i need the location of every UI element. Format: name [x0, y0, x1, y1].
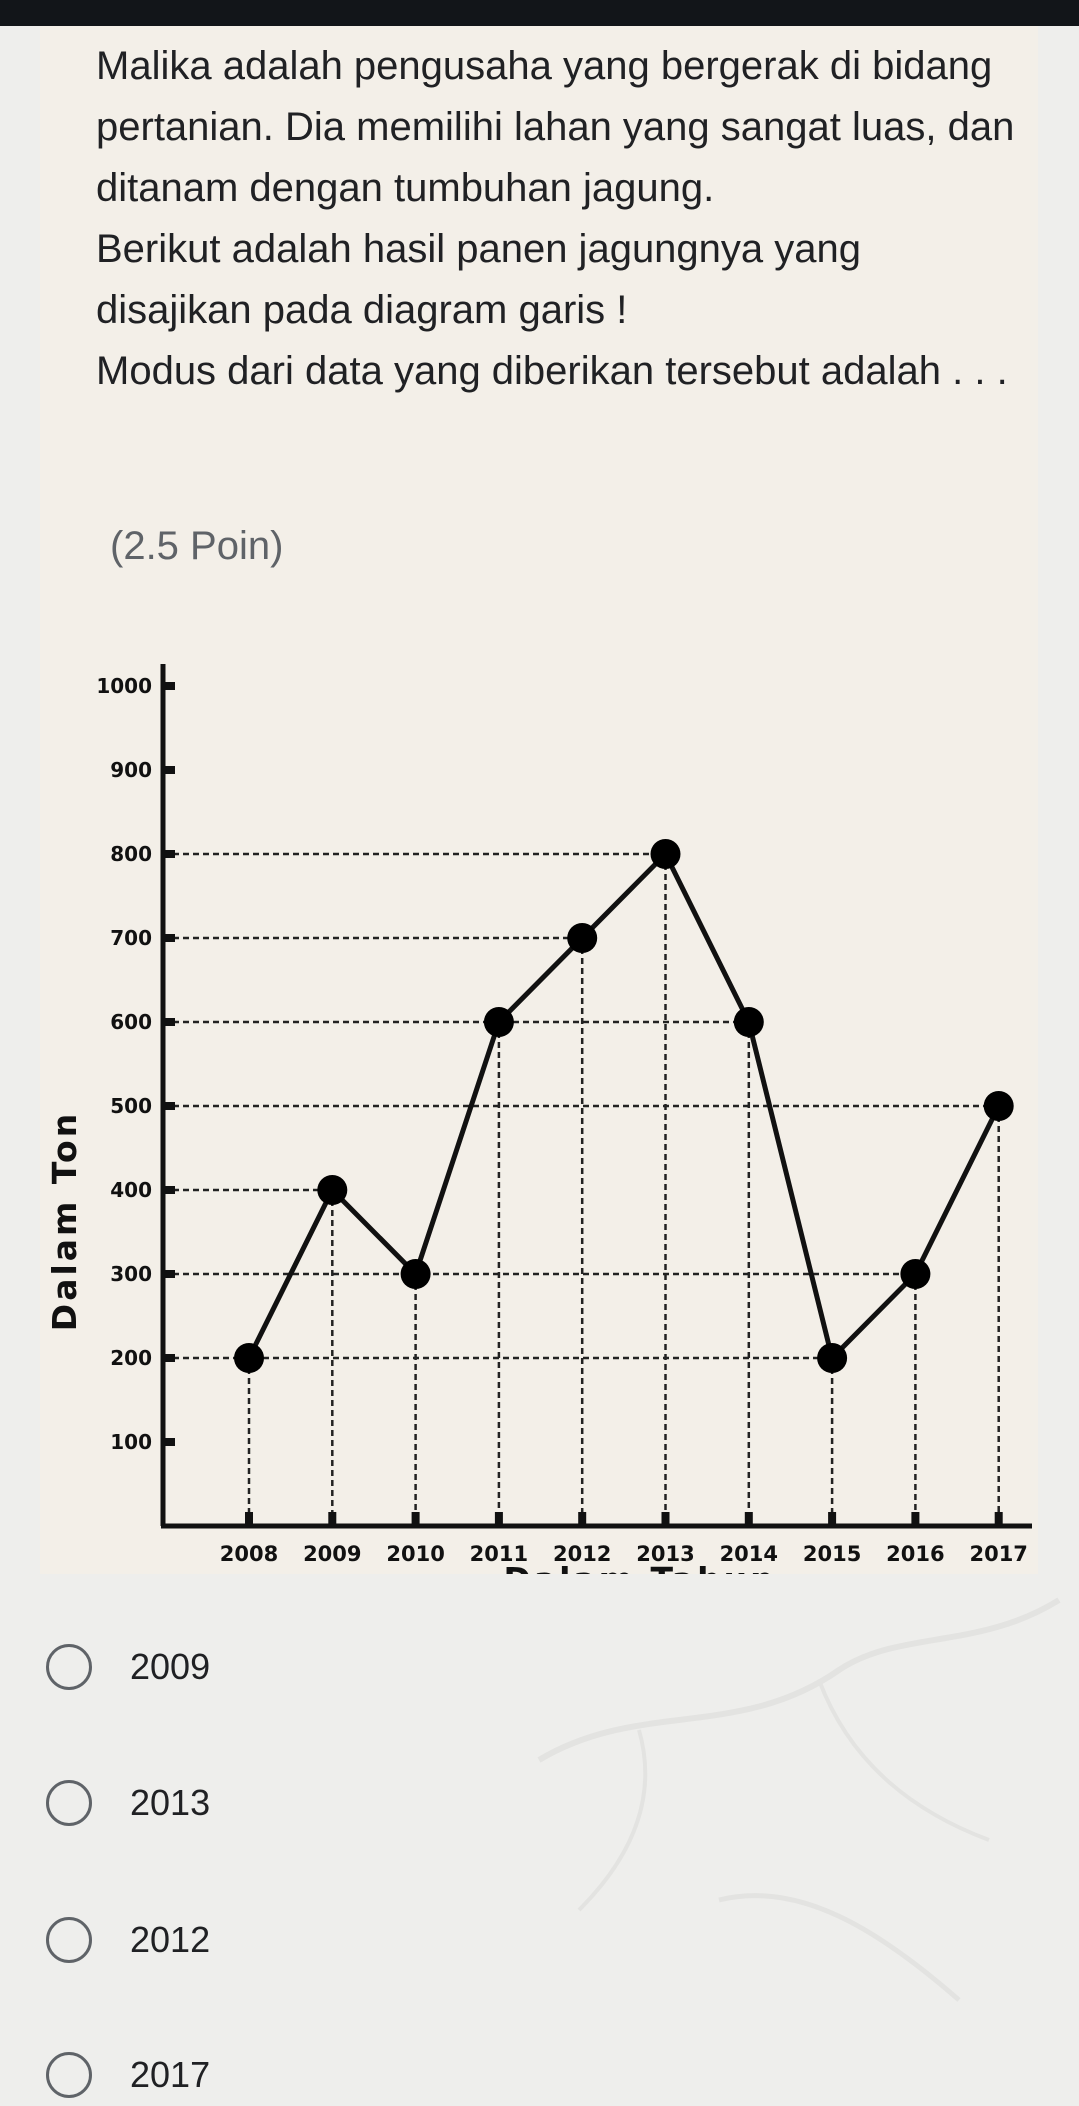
radio-button[interactable]: [46, 1780, 92, 1826]
data-point-2009: [317, 1175, 348, 1205]
y-tick-label: 1000: [96, 674, 152, 698]
x-tick-mark: [245, 1512, 253, 1526]
x-axis-label: Dalam Tahun: [503, 1560, 776, 1574]
y-tick-label: 700: [110, 926, 152, 950]
x-tick-label: 2013: [636, 1542, 694, 1566]
y-tick-mark: [163, 1018, 175, 1026]
points-label: (2.5 Poin): [110, 524, 284, 568]
x-tick-label: 2010: [386, 1542, 444, 1566]
y-tick-mark: [163, 1438, 175, 1446]
question-paragraph-2: Berikut adalah hasil panen jagungnya yan…: [96, 227, 862, 332]
y-tick-mark: [163, 1354, 175, 1362]
data-point-2017: [983, 1091, 1014, 1121]
radio-button[interactable]: [46, 2052, 92, 2098]
x-tick-label: 2015: [803, 1542, 861, 1566]
y-axis-label: Dalam Ton: [45, 1111, 84, 1331]
y-tick-mark: [163, 682, 175, 690]
series-line: [246, 851, 1001, 1361]
y-tick-mark: [163, 934, 175, 942]
background-branch-decoration: [537, 1597, 1061, 2002]
chart-reference-lines: [163, 852, 1000, 1526]
x-tick-mark: [661, 1512, 670, 1526]
x-tick-label: 2009: [303, 1542, 361, 1566]
x-tick-label: 2017: [969, 1542, 1027, 1566]
y-tick-label: 400: [110, 1178, 152, 1202]
x-tick-label: 2008: [220, 1542, 278, 1566]
y-tick-label: 800: [110, 842, 152, 866]
radio-button[interactable]: [46, 1644, 92, 1690]
data-point-2008: [234, 1343, 264, 1373]
data-point-2016: [900, 1259, 931, 1289]
y-tick-mark: [163, 1186, 175, 1194]
data-point-2012: [567, 923, 598, 953]
x-tick-mark: [578, 1512, 587, 1526]
x-tick-mark: [328, 1512, 337, 1526]
y-tick-mark: [163, 1270, 175, 1278]
y-axis-ticks: 100 200 300 400 500 600 700 800 900 1000: [96, 674, 175, 1454]
data-point-2010: [400, 1259, 431, 1289]
x-tick-label: 2012: [553, 1542, 611, 1566]
option-2012[interactable]: 2012: [46, 1911, 546, 1971]
y-tick-mark: [163, 1102, 175, 1110]
question-card: Malika adalah pengusaha yang bergerak di…: [40, 26, 1038, 1574]
data-point-2011: [483, 1007, 514, 1037]
y-tick-label: 600: [110, 1010, 152, 1034]
question-paragraph-3: Modus dari data yang diberikan tersebut …: [96, 349, 1008, 393]
data-points: [234, 839, 1014, 1373]
x-axis-ticks: 2008 2009 2010 2011 2012 2013 2014 2015 2016 2017: [220, 1512, 1028, 1566]
x-tick-label: 2016: [886, 1542, 944, 1566]
line-chart: 100 200 300 400 500 600 700 800 900 1000 2008 2009…: [45, 664, 1032, 1574]
y-tick-label: 500: [110, 1094, 152, 1118]
y-tick-label: 300: [110, 1262, 152, 1286]
option-2017[interactable]: 2017: [46, 2046, 546, 2106]
data-point-2014: [733, 1007, 764, 1037]
radio-button[interactable]: [46, 1917, 92, 1963]
y-tick-label: 200: [110, 1346, 152, 1370]
option-label: 2012: [130, 1919, 211, 1960]
y-tick-label: 900: [110, 758, 152, 782]
x-tick-label: 2014: [720, 1542, 778, 1566]
x-tick-mark: [411, 1512, 420, 1526]
x-tick-mark: [744, 1512, 753, 1526]
y-tick-mark: [163, 766, 175, 774]
x-tick-label: 2011: [470, 1542, 528, 1566]
option-2009[interactable]: 2009: [46, 1638, 546, 1698]
option-label: 2017: [130, 2054, 211, 2095]
option-2013[interactable]: 2013: [46, 1774, 546, 1834]
question-text: Malika adalah pengusaha yang bergerak di…: [96, 36, 1016, 402]
status-bar: [0, 0, 1079, 26]
option-label: 2013: [130, 1782, 211, 1823]
x-tick-mark: [994, 1512, 1003, 1526]
question-paragraph-1: Malika adalah pengusaha yang bergerak di…: [96, 44, 1015, 210]
option-label: 2009: [130, 1646, 211, 1687]
x-tick-mark: [828, 1512, 837, 1526]
y-tick-mark: [163, 850, 175, 858]
y-tick-label: 100: [110, 1430, 152, 1454]
data-point-2013: [650, 839, 681, 869]
x-tick-mark: [494, 1512, 503, 1526]
data-point-2015: [817, 1343, 848, 1373]
x-tick-mark: [911, 1512, 920, 1526]
